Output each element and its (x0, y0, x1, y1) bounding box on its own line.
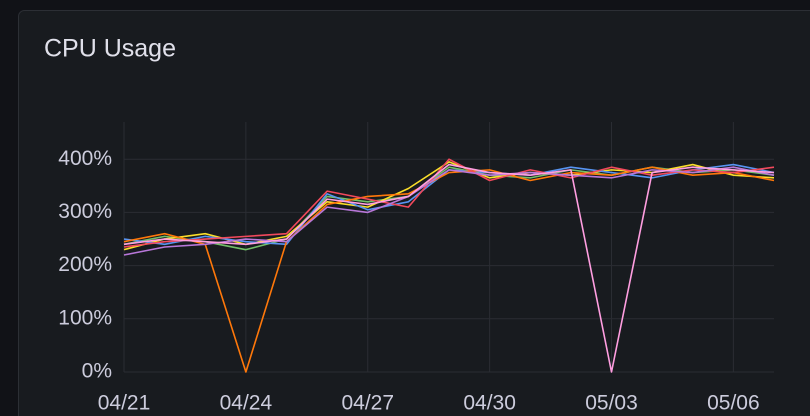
y-tick-label: 300% (58, 200, 112, 223)
y-tick-label: 200% (58, 253, 112, 276)
chart-title: CPU Usage (44, 35, 176, 63)
series-line (123, 158, 775, 248)
x-tick-label: 04/30 (463, 392, 516, 415)
series-line (123, 166, 775, 373)
x-tick-label: 05/03 (585, 392, 638, 415)
y-tick-label: 400% (58, 147, 112, 170)
x-tick-label: 04/21 (98, 392, 151, 415)
x-tick-label: 04/24 (220, 392, 273, 415)
x-tick-label: 05/06 (707, 392, 760, 415)
x-tick-label: 04/27 (341, 392, 394, 415)
series-line (123, 163, 775, 373)
panel (18, 10, 810, 416)
series-line (123, 166, 775, 251)
y-tick-label: 0% (82, 360, 112, 383)
y-tick-label: 100% (58, 306, 112, 329)
